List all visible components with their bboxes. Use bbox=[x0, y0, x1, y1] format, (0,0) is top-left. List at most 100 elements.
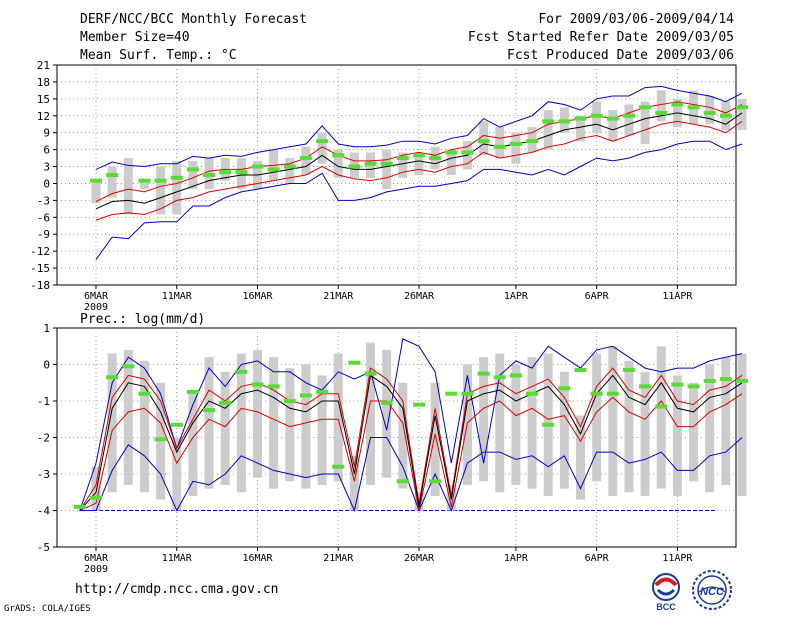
precip-marker bbox=[73, 504, 86, 509]
temp-marker bbox=[186, 167, 199, 172]
temp-range-box bbox=[576, 115, 585, 142]
temp-range-box bbox=[188, 160, 198, 190]
precip-range-box bbox=[269, 357, 279, 489]
precip-x-tick-label: 11APR bbox=[662, 553, 693, 564]
precip-range-box bbox=[317, 375, 327, 485]
website-url[interactable]: http://cmdp.ncc.cma.gov.cn bbox=[75, 582, 279, 597]
temp-range-box bbox=[301, 146, 311, 175]
temp-marker bbox=[380, 161, 393, 166]
temp-marker bbox=[299, 156, 312, 161]
temp-marker bbox=[235, 170, 248, 175]
precip-marker bbox=[493, 375, 506, 380]
precip-range-box bbox=[236, 353, 246, 493]
precip-range-box bbox=[559, 371, 569, 489]
temp-range-box bbox=[543, 110, 553, 150]
forecast-produced-date: Fcst Produced Date 2009/03/06 bbox=[507, 48, 734, 63]
temp-marker bbox=[332, 153, 345, 158]
precip-marker bbox=[429, 479, 442, 484]
precip-marker bbox=[622, 367, 635, 372]
chart-title: DERF/NCC/BCC Monthly Forecast bbox=[80, 12, 307, 27]
precip-marker bbox=[413, 402, 425, 407]
temp-y-tick-label: 0 bbox=[43, 177, 50, 190]
precip-range-box bbox=[672, 375, 682, 496]
precip-marker bbox=[299, 393, 312, 398]
temp-marker bbox=[348, 164, 361, 169]
temp-y-tick-label: -18 bbox=[30, 279, 50, 292]
precip-x-tick-label: 6MAR bbox=[84, 553, 109, 564]
precip-range-box bbox=[204, 357, 214, 489]
precip-range-box bbox=[624, 360, 634, 493]
member-size: Member Size=40 bbox=[80, 30, 190, 45]
temp-range-box bbox=[705, 96, 715, 125]
precip-range-box bbox=[608, 346, 618, 496]
temp-marker bbox=[219, 170, 232, 175]
precip-range-box bbox=[511, 364, 521, 485]
temp-x-tick-label: 11MAR bbox=[162, 291, 193, 302]
temp-marker bbox=[170, 175, 183, 180]
precip-range-box bbox=[123, 349, 133, 485]
precip-range-box bbox=[366, 342, 376, 485]
precip-marker bbox=[719, 377, 732, 382]
temp-range-box bbox=[382, 149, 392, 190]
precip-marker bbox=[316, 389, 329, 394]
temp-marker bbox=[736, 105, 748, 110]
temp-marker bbox=[719, 113, 732, 118]
precip-marker bbox=[283, 399, 296, 403]
temp-y-tick-label: -15 bbox=[30, 262, 50, 275]
precip-range-box bbox=[382, 349, 392, 478]
precip-range-box bbox=[107, 353, 117, 493]
precip-range-box bbox=[656, 346, 666, 489]
variable-label: Mean Surf. Temp.: °C bbox=[80, 48, 237, 63]
precip-marker bbox=[558, 386, 571, 391]
temp-marker bbox=[590, 113, 603, 118]
temp-marker bbox=[316, 139, 329, 144]
temp-range-box bbox=[107, 166, 117, 198]
precip-marker bbox=[90, 495, 102, 500]
temp-x-tick-label: 21MAR bbox=[323, 291, 354, 302]
precip-marker bbox=[542, 422, 555, 427]
precip-range-box bbox=[333, 353, 343, 482]
temp-marker bbox=[267, 167, 280, 172]
temp-x-tick-label: 1APR bbox=[504, 291, 529, 302]
precip-x-tick-label: 6APR bbox=[585, 553, 610, 564]
precip-range-box bbox=[301, 364, 311, 489]
temp-range-box bbox=[414, 152, 424, 175]
temp-marker bbox=[671, 102, 684, 107]
precip-lower-line bbox=[79, 393, 743, 511]
precip-range-box bbox=[495, 353, 505, 493]
temp-x-tick-label: 6APR bbox=[585, 291, 610, 302]
precip-marker bbox=[380, 400, 393, 405]
temp-range-box bbox=[156, 166, 166, 215]
temp-marker bbox=[493, 144, 506, 149]
ncc-logo-text: NCC bbox=[700, 586, 725, 598]
precip-range-box bbox=[398, 382, 408, 489]
precip-marker bbox=[203, 408, 216, 413]
precip-x-tick-label: 16MAR bbox=[242, 553, 273, 564]
precip-range-box bbox=[139, 360, 149, 493]
precip-marker bbox=[461, 391, 474, 396]
precip-marker bbox=[509, 373, 522, 378]
precip-marker bbox=[219, 400, 232, 405]
temp-y-tick-label: -3 bbox=[37, 194, 50, 207]
precip-marker bbox=[606, 391, 619, 396]
precip-range-box bbox=[91, 466, 101, 511]
precip-range-box bbox=[430, 382, 440, 496]
temp-marker bbox=[154, 178, 167, 183]
temp-lower-line bbox=[95, 120, 743, 221]
precip-marker bbox=[267, 384, 280, 389]
precip-marker bbox=[590, 391, 603, 396]
temp-range-box bbox=[511, 132, 521, 164]
temp-marker bbox=[251, 164, 264, 169]
temp-min-line bbox=[95, 140, 743, 260]
temp-x-tick-label: 11APR bbox=[662, 291, 693, 302]
precip-y-tick-label: -5 bbox=[37, 541, 50, 554]
temp-y-tick-label: 18 bbox=[37, 76, 50, 89]
bcc-logo-text: BCC bbox=[656, 602, 676, 612]
precip-marker bbox=[736, 378, 748, 383]
temp-range-box bbox=[285, 158, 295, 184]
temp-y-tick-label: -6 bbox=[37, 211, 50, 224]
temp-marker bbox=[138, 178, 151, 183]
precip-marker bbox=[639, 384, 652, 389]
precip-range-box bbox=[576, 415, 585, 500]
temp-range-box bbox=[317, 132, 327, 164]
